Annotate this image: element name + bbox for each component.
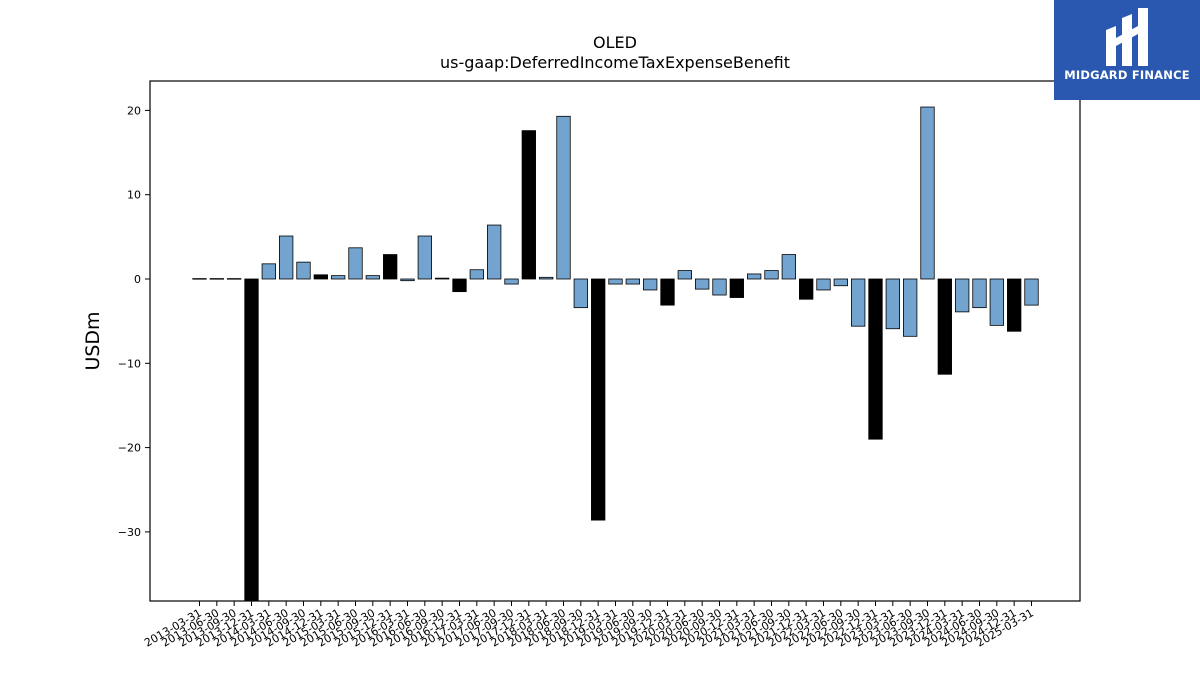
bar-2023-12-31 bbox=[937, 278, 952, 375]
y-tick-label: 20 bbox=[127, 104, 141, 117]
y-tick-label: −10 bbox=[118, 357, 141, 370]
bar-2013-06-30 bbox=[209, 278, 224, 280]
bar-2023-03-31 bbox=[885, 278, 900, 330]
y-axis-label: USDm bbox=[82, 311, 104, 370]
bar-2022-12-31 bbox=[868, 278, 883, 440]
chart-title: OLED bbox=[593, 33, 637, 52]
bar-2021-09-30 bbox=[781, 254, 796, 280]
bar-2025-03-31 bbox=[1024, 278, 1039, 306]
y-tick-label: −30 bbox=[118, 526, 141, 539]
bar-2018-12-31 bbox=[591, 278, 606, 521]
bar-2014-06-30 bbox=[279, 235, 294, 280]
bar-2016-03-31 bbox=[400, 278, 415, 282]
y-tick-label: −20 bbox=[118, 442, 141, 455]
bar-2020-09-30 bbox=[712, 278, 727, 296]
bar-2020-12-31 bbox=[729, 278, 744, 298]
bar-2014-09-30 bbox=[296, 261, 311, 280]
bar-2022-06-30 bbox=[833, 278, 848, 287]
bar-2024-09-30 bbox=[989, 278, 1004, 326]
bar-2021-12-31 bbox=[799, 278, 814, 300]
logo-text: MIDGARD FINANCE bbox=[1064, 68, 1190, 82]
bars-group bbox=[192, 106, 1039, 602]
bar-2015-03-31 bbox=[331, 275, 346, 280]
plot-frame bbox=[149, 80, 1081, 602]
bar-2019-06-30 bbox=[625, 278, 640, 285]
bar-2019-03-31 bbox=[608, 278, 623, 285]
bar-2023-06-30 bbox=[903, 278, 918, 337]
bar-2015-09-30 bbox=[365, 275, 380, 280]
bar-2017-09-30 bbox=[504, 278, 519, 285]
midgard-finance-logo: MIDGARD FINANCE bbox=[1054, 0, 1200, 100]
bar-2021-06-30 bbox=[764, 270, 779, 280]
midgard-logo-icon bbox=[1106, 8, 1148, 66]
bar-2019-09-30 bbox=[643, 278, 658, 291]
bar-2013-09-30 bbox=[227, 278, 242, 280]
x-axis: 2013-03-312013-06-302013-09-302013-12-31… bbox=[142, 601, 1036, 650]
bar-2017-06-30 bbox=[487, 224, 502, 280]
bar-2022-03-31 bbox=[816, 278, 831, 291]
bar-2024-03-31 bbox=[955, 278, 970, 313]
bar-2018-09-30 bbox=[573, 278, 588, 309]
bar-2013-12-31 bbox=[244, 278, 259, 602]
bar-2016-12-31 bbox=[452, 278, 467, 293]
bar-2024-12-31 bbox=[1007, 278, 1022, 332]
bar-2016-09-30 bbox=[435, 277, 450, 280]
bar-2016-06-30 bbox=[417, 235, 432, 280]
bar-2014-12-31 bbox=[313, 274, 328, 280]
bar-2017-12-31 bbox=[521, 130, 536, 280]
bar-2021-03-31 bbox=[747, 273, 762, 280]
bar-2019-12-31 bbox=[660, 278, 675, 306]
bar-2023-09-30 bbox=[920, 106, 935, 280]
bar-2013-03-31 bbox=[192, 278, 207, 280]
chart-subtitle: us-gaap:DeferredIncomeTaxExpenseBenefit bbox=[440, 53, 790, 72]
bar-2022-09-30 bbox=[851, 278, 866, 327]
bar-2018-06-30 bbox=[556, 115, 571, 280]
bar-2017-03-31 bbox=[469, 269, 484, 280]
bar-2024-06-30 bbox=[972, 278, 987, 309]
bar-2018-03-31 bbox=[539, 276, 554, 280]
bar-2020-03-31 bbox=[677, 270, 692, 280]
bar-2015-12-31 bbox=[383, 254, 398, 280]
bar-2020-06-30 bbox=[695, 278, 710, 290]
bar-2014-03-31 bbox=[261, 263, 276, 280]
y-tick-label: 10 bbox=[127, 189, 141, 202]
bar-2015-06-30 bbox=[348, 247, 363, 280]
y-axis: 20 10 0 −10 −20 −30 bbox=[118, 104, 150, 539]
y-tick-label: 0 bbox=[134, 273, 141, 286]
